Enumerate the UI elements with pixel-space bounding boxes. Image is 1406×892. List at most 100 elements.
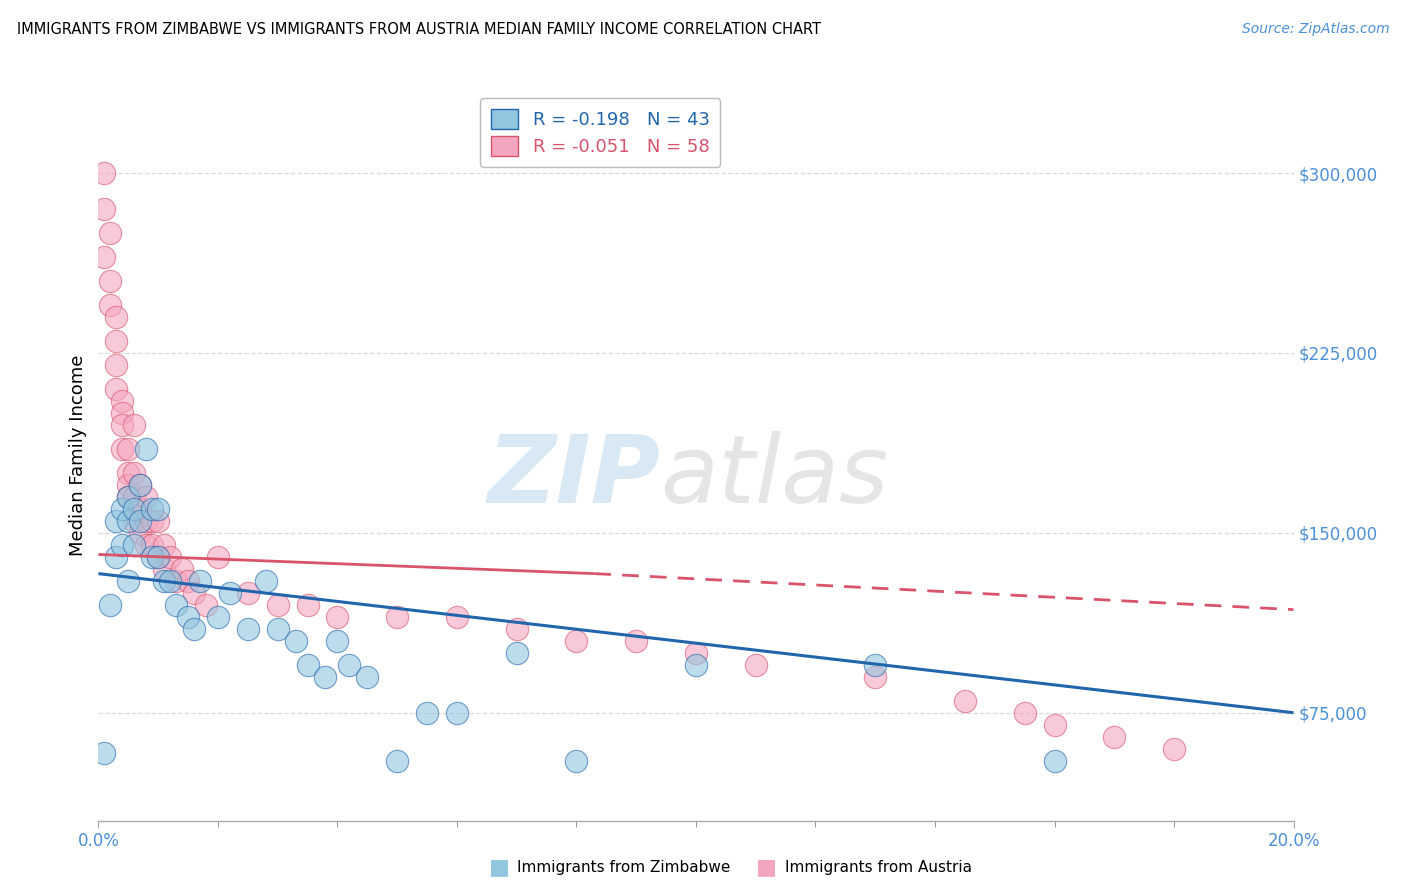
Point <box>117 466 139 480</box>
Point <box>385 609 409 624</box>
Point <box>111 442 134 456</box>
Point <box>148 501 170 516</box>
Text: ■: ■ <box>756 857 776 877</box>
Point <box>326 633 349 648</box>
Point <box>326 609 349 624</box>
Point <box>177 574 200 588</box>
Point <box>93 166 115 180</box>
Point <box>111 394 134 409</box>
Point <box>148 514 170 528</box>
Point <box>148 549 170 564</box>
Point <box>159 574 181 588</box>
Point <box>135 538 157 552</box>
Point <box>183 622 205 636</box>
Point <box>117 514 139 528</box>
Point <box>141 549 163 564</box>
Point <box>953 694 976 708</box>
Point <box>356 670 378 684</box>
Point <box>124 538 146 552</box>
Y-axis label: Median Family Income: Median Family Income <box>69 354 87 556</box>
Point <box>105 334 128 348</box>
Point <box>865 670 887 684</box>
Point <box>207 549 229 564</box>
Point <box>111 406 134 420</box>
Text: IMMIGRANTS FROM ZIMBABWE VS IMMIGRANTS FROM AUSTRIA MEDIAN FAMILY INCOME CORRELA: IMMIGRANTS FROM ZIMBABWE VS IMMIGRANTS F… <box>17 22 821 37</box>
Point <box>297 598 319 612</box>
Point <box>1043 717 1066 731</box>
Point <box>93 747 115 761</box>
Point <box>93 202 115 216</box>
Point <box>124 514 146 528</box>
Text: ZIP: ZIP <box>488 431 661 523</box>
Point <box>129 525 152 540</box>
Point <box>506 646 529 660</box>
Point <box>236 622 259 636</box>
Point <box>111 417 134 432</box>
Point <box>153 562 176 576</box>
Point <box>446 706 468 720</box>
Point <box>565 633 588 648</box>
Point <box>1104 730 1126 744</box>
Point <box>129 478 152 492</box>
Point <box>565 754 588 768</box>
Point <box>267 598 290 612</box>
Point <box>135 442 157 456</box>
Point <box>105 382 128 396</box>
Point <box>98 274 122 288</box>
Point <box>98 598 122 612</box>
Point <box>745 657 768 672</box>
Point <box>111 538 134 552</box>
Point <box>236 586 259 600</box>
Point <box>98 298 122 312</box>
Legend: R = -0.198   N = 43, R = -0.051   N = 58: R = -0.198 N = 43, R = -0.051 N = 58 <box>481 98 720 167</box>
Point <box>148 549 170 564</box>
Point <box>1014 706 1036 720</box>
Point <box>267 622 290 636</box>
Point <box>111 501 134 516</box>
Text: ■: ■ <box>489 857 509 877</box>
Point <box>339 657 361 672</box>
Point <box>117 574 139 588</box>
Point <box>105 310 128 324</box>
Point <box>207 609 229 624</box>
Point <box>1163 741 1185 756</box>
Point <box>117 490 139 504</box>
Point <box>124 466 146 480</box>
Point <box>117 478 139 492</box>
Point <box>105 358 128 372</box>
Point <box>506 622 529 636</box>
Text: Immigrants from Zimbabwe: Immigrants from Zimbabwe <box>517 860 731 874</box>
Point <box>124 501 146 516</box>
Point <box>315 670 337 684</box>
Point <box>141 514 163 528</box>
Point <box>159 549 181 564</box>
Point <box>135 490 157 504</box>
Point <box>141 501 163 516</box>
Point <box>93 250 115 264</box>
Point <box>188 574 211 588</box>
Point <box>685 657 707 672</box>
Point <box>416 706 439 720</box>
Text: Immigrants from Austria: Immigrants from Austria <box>785 860 972 874</box>
Point <box>124 417 146 432</box>
Point <box>172 562 194 576</box>
Point <box>117 442 139 456</box>
Point <box>129 478 152 492</box>
Point <box>183 586 205 600</box>
Point <box>141 538 163 552</box>
Point <box>129 514 152 528</box>
Point <box>105 514 128 528</box>
Point <box>865 657 887 672</box>
Point <box>135 514 157 528</box>
Point <box>446 609 468 624</box>
Point <box>124 490 146 504</box>
Point <box>153 574 176 588</box>
Point <box>153 538 176 552</box>
Point <box>129 501 152 516</box>
Point <box>284 633 307 648</box>
Point <box>685 646 707 660</box>
Point <box>165 598 187 612</box>
Point <box>117 490 139 504</box>
Point <box>105 549 128 564</box>
Point <box>98 226 122 240</box>
